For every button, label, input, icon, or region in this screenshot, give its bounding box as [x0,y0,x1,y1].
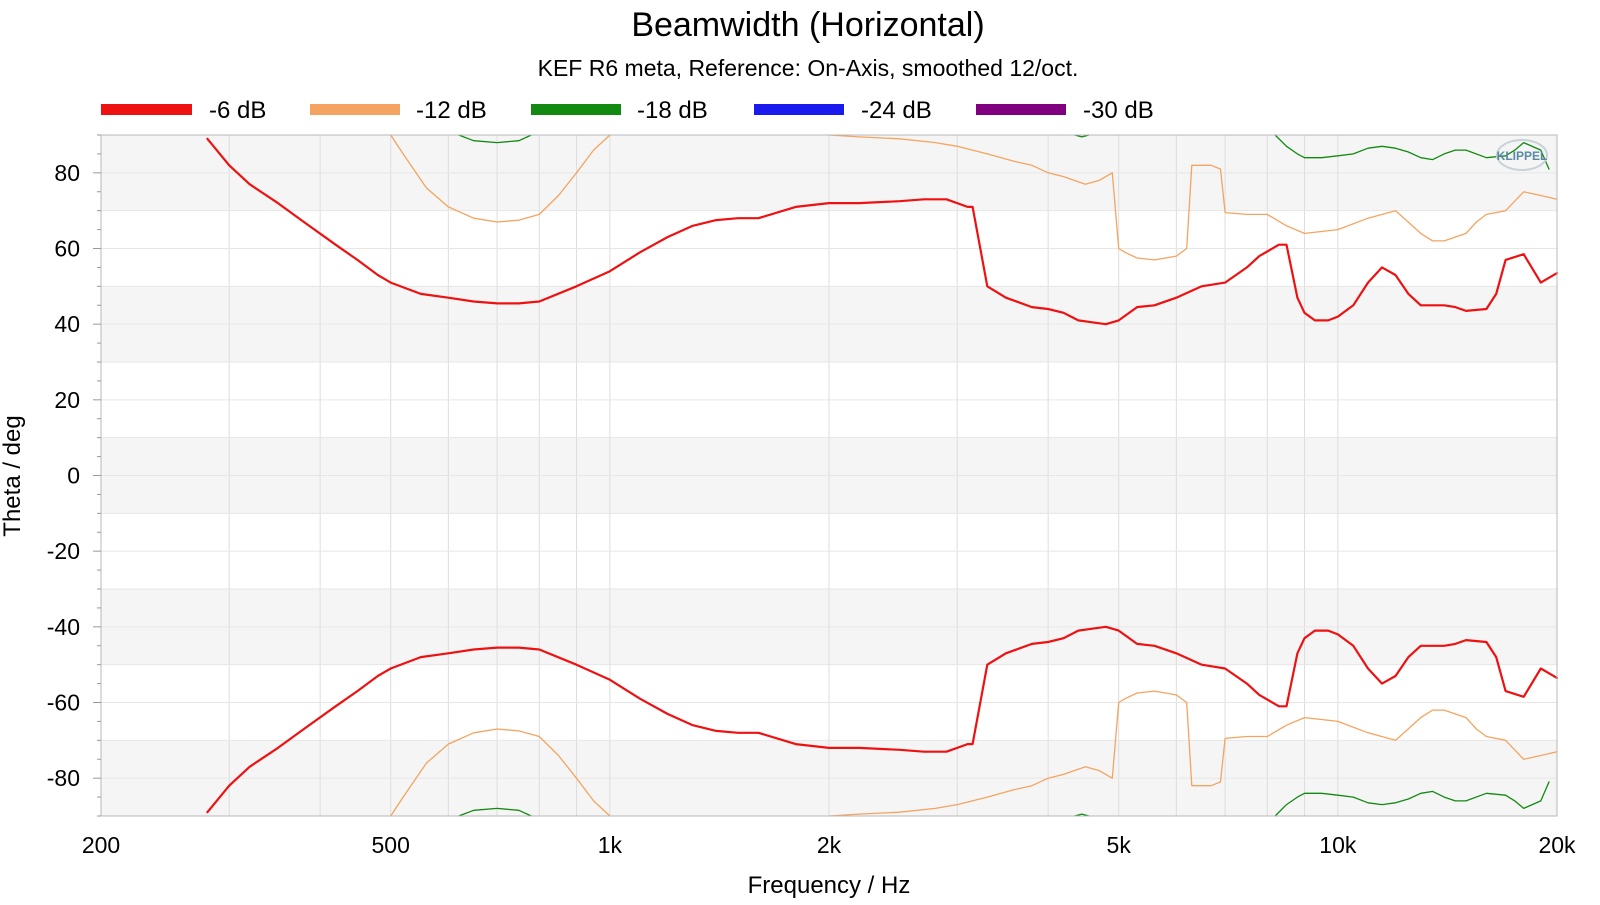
legend-label-minus30: -30 dB [1083,97,1154,124]
klippel-logo: KLIPPEL [1496,139,1548,171]
x-axis-label: Frequency / Hz [748,872,911,899]
legend-label-minus6: -6 dB [209,97,266,124]
plot-series [206,134,1559,817]
plot-grid [101,135,1557,816]
y-tick-label: -20 [47,538,80,564]
x-tick-label: 1k [598,832,623,858]
series-line-upper [828,134,1558,261]
y-tick-label: -60 [47,690,80,716]
chart-subtitle: KEF R6 meta, Reference: On-Axis, smoothe… [538,55,1079,81]
y-tick-label: 40 [54,311,80,337]
series-line-upper [390,134,611,223]
y-axis-ticks: 80 60 40 20 0 -20 -40 -60 -80 [47,134,101,817]
series-line-lower [390,728,611,817]
legend-label-minus18: -18 dB [637,97,708,124]
legend-label-minus24: -24 dB [861,97,932,124]
x-tick-label: 200 [82,832,120,858]
y-tick-label: 80 [54,160,80,186]
x-tick-label: 500 [372,832,410,858]
legend-swatch-minus6 [101,104,192,115]
series-line-upper [458,134,532,144]
legend: -6 dB -12 dB -18 dB -24 dB -30 dB [101,97,1154,124]
y-tick-label: 60 [54,236,80,262]
y-tick-label: 0 [67,463,80,489]
series-line-lower [206,625,1559,814]
legend-swatch-minus12 [310,104,400,115]
x-axis-ticks: 200 500 1k 2k 5k 10k 20k [82,832,1576,858]
y-axis-label: Theta / deg [0,415,26,536]
legend-label-minus12: -12 dB [416,97,487,124]
series-line-upper [1274,134,1550,170]
series-line-lower [1074,813,1090,817]
y-tick-label: -80 [47,765,80,791]
series-line-lower [1274,781,1550,817]
legend-swatch-minus24 [754,104,844,115]
klippel-logo-ring [1496,139,1548,171]
legend-swatch-minus30 [976,104,1066,115]
series-line-lower [828,690,1558,817]
chart-title: Beamwidth (Horizontal) [631,6,984,44]
series-line-upper [206,137,1559,326]
klippel-logo-text: KLIPPEL [1497,149,1548,163]
y-tick-label: -40 [47,614,80,640]
legend-swatch-minus18 [531,104,621,115]
x-tick-label: 20k [1538,832,1576,858]
x-tick-label: 10k [1319,832,1357,858]
x-tick-label: 2k [817,832,842,858]
series-line-lower [458,807,532,817]
x-tick-label: 5k [1107,832,1132,858]
series-line-upper [1074,134,1090,138]
y-tick-label: 20 [54,387,80,413]
